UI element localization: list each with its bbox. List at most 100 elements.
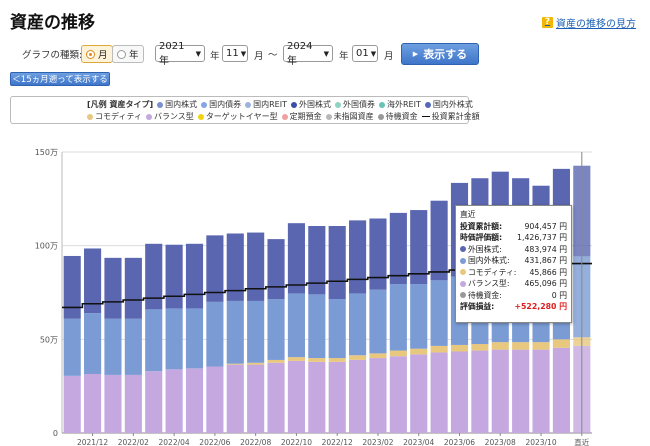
legend-item: 定期預金 bbox=[281, 111, 322, 122]
bar-segment bbox=[124, 374, 142, 433]
chevron-down-icon: ▼ bbox=[195, 49, 201, 58]
bar-segment bbox=[552, 339, 570, 348]
help-link[interactable]: ? 資産の推移の見方 bbox=[542, 15, 636, 30]
tooltip-label: バランス型: bbox=[468, 279, 510, 289]
legend-label: 待機資金 bbox=[385, 112, 418, 121]
x-tick-label: 2022/06 bbox=[199, 438, 230, 446]
bar-segment bbox=[328, 358, 346, 362]
tooltip-label: 時価評価額: bbox=[460, 233, 503, 243]
tooltip-value: 431,867 円 bbox=[524, 256, 567, 266]
play-icon: ▶ bbox=[412, 50, 419, 58]
bar-segment bbox=[369, 218, 387, 290]
legend-item: コモディティ bbox=[87, 111, 142, 122]
bar-segment bbox=[512, 349, 530, 433]
legend-item: 国内外株式 bbox=[424, 99, 473, 110]
prev-15-months-button[interactable]: ＜15ヵ月遡って表示する bbox=[10, 72, 110, 86]
legend-line-icon bbox=[421, 115, 430, 118]
bar-segment bbox=[328, 299, 346, 359]
end-year-value: 2024 年 bbox=[287, 40, 313, 67]
tooltip-swatch-icon bbox=[460, 280, 466, 287]
radio-year[interactable]: 年 bbox=[112, 45, 144, 63]
bar-segment bbox=[430, 352, 448, 433]
question-icon: ? bbox=[542, 17, 553, 28]
legend-item: 国内債券 bbox=[201, 99, 241, 110]
tooltip-swatch-icon bbox=[460, 257, 466, 264]
tooltip-row: バランス型: 465,096 円 bbox=[460, 278, 567, 290]
legend-item: 未指図資産 bbox=[325, 111, 374, 122]
tooltip-swatch-icon bbox=[460, 292, 466, 299]
bar-segment bbox=[287, 357, 305, 361]
tooltip-title: 直近 bbox=[460, 210, 476, 220]
y-tick-label: 100万 bbox=[35, 242, 58, 251]
legend-label: 国内REIT bbox=[253, 100, 287, 109]
legend-label: バランス型 bbox=[153, 112, 194, 121]
bar-segment bbox=[308, 361, 326, 433]
chevron-down-icon: ▼ bbox=[240, 49, 247, 58]
legend-swatch-icon bbox=[245, 101, 252, 108]
tooltip-pl-value: +522,280 円 bbox=[514, 302, 567, 312]
tooltip-pl-label: 評価損益: bbox=[460, 302, 495, 312]
bar-segment bbox=[267, 362, 285, 433]
end-month-select[interactable]: 01 ▼ bbox=[352, 45, 378, 62]
y-tick-label: 0 bbox=[53, 429, 58, 438]
bar-segment bbox=[145, 371, 163, 433]
bar-segment bbox=[349, 359, 367, 433]
bar-segment bbox=[226, 364, 244, 433]
bar-segment bbox=[247, 232, 265, 301]
bar-segment bbox=[471, 344, 489, 351]
bar-segment bbox=[369, 353, 387, 359]
bar-segment bbox=[185, 368, 204, 433]
bar-segment bbox=[104, 257, 122, 319]
bar-segment bbox=[369, 289, 387, 354]
bar-segment bbox=[247, 300, 265, 363]
start-year-select[interactable]: 2021 年 ▼ bbox=[155, 41, 205, 67]
page-title: 資産の推移 bbox=[10, 13, 95, 33]
bar-segment bbox=[410, 284, 428, 349]
bar-segment bbox=[165, 244, 183, 309]
legend-swatch-icon bbox=[281, 113, 288, 120]
legend-item: 国内REIT bbox=[245, 99, 287, 110]
legend-swatch-icon bbox=[325, 113, 332, 120]
bar-segment bbox=[165, 308, 183, 370]
x-tick-label: 2021/12 bbox=[77, 438, 108, 446]
start-month-select[interactable]: 11 ▼ bbox=[222, 45, 248, 62]
x-tick-label: 直近 bbox=[574, 437, 589, 446]
legend-label: コモディティ bbox=[95, 112, 142, 121]
x-tick-label: 2023/06 bbox=[444, 438, 475, 446]
legend-item-line: 投資累計金額 bbox=[421, 111, 480, 122]
tooltip-swatch-icon bbox=[460, 269, 466, 276]
help-link-label[interactable]: 資産の推移の見方 bbox=[556, 19, 636, 30]
radio-year-label: 年 bbox=[129, 50, 139, 61]
chevron-down-icon: ▼ bbox=[370, 49, 377, 58]
x-tick-label: 2022/08 bbox=[240, 438, 271, 446]
tooltip-value: 45,866 円 bbox=[529, 267, 567, 277]
x-tick-label: 2022/10 bbox=[281, 438, 312, 446]
radio-month[interactable]: 月 bbox=[81, 45, 113, 63]
bar-segment bbox=[430, 280, 448, 346]
show-button[interactable]: ▶ 表示する bbox=[401, 43, 479, 65]
x-tick-label: 2022/12 bbox=[322, 438, 353, 446]
tooltip-row: 外国株式: 483,974 円 bbox=[460, 244, 567, 256]
tooltip-row: コモディティ: 45,866 円 bbox=[460, 267, 567, 279]
bar-segment bbox=[287, 223, 305, 294]
bar-segment bbox=[267, 359, 285, 363]
x-tick-label: 2022/04 bbox=[159, 438, 190, 446]
y-tick-label: 150万 bbox=[35, 148, 58, 157]
legend-swatch-icon bbox=[334, 101, 341, 108]
x-tick-label: 2023/02 bbox=[362, 438, 393, 446]
bar-segment bbox=[389, 356, 407, 433]
bar-segment bbox=[185, 308, 204, 369]
bar-segment bbox=[308, 294, 326, 359]
radio-month-label: 月 bbox=[98, 50, 108, 61]
legend-title: [凡例 資産タイプ] bbox=[87, 100, 154, 109]
bar-segment bbox=[552, 347, 570, 433]
bar-segment bbox=[532, 342, 550, 350]
tooltip-label: 国内外株式: bbox=[468, 256, 510, 266]
tooltip-label: 投資累計額: bbox=[460, 221, 503, 231]
legend-label: 投資累計金額 bbox=[431, 112, 480, 121]
bar-segment bbox=[491, 342, 509, 350]
legend-item: バランス型 bbox=[145, 111, 194, 122]
bar-segment bbox=[206, 366, 224, 433]
legend-label: 外国株式 bbox=[298, 100, 331, 109]
end-year-select[interactable]: 2024 年 ▼ bbox=[283, 41, 333, 67]
